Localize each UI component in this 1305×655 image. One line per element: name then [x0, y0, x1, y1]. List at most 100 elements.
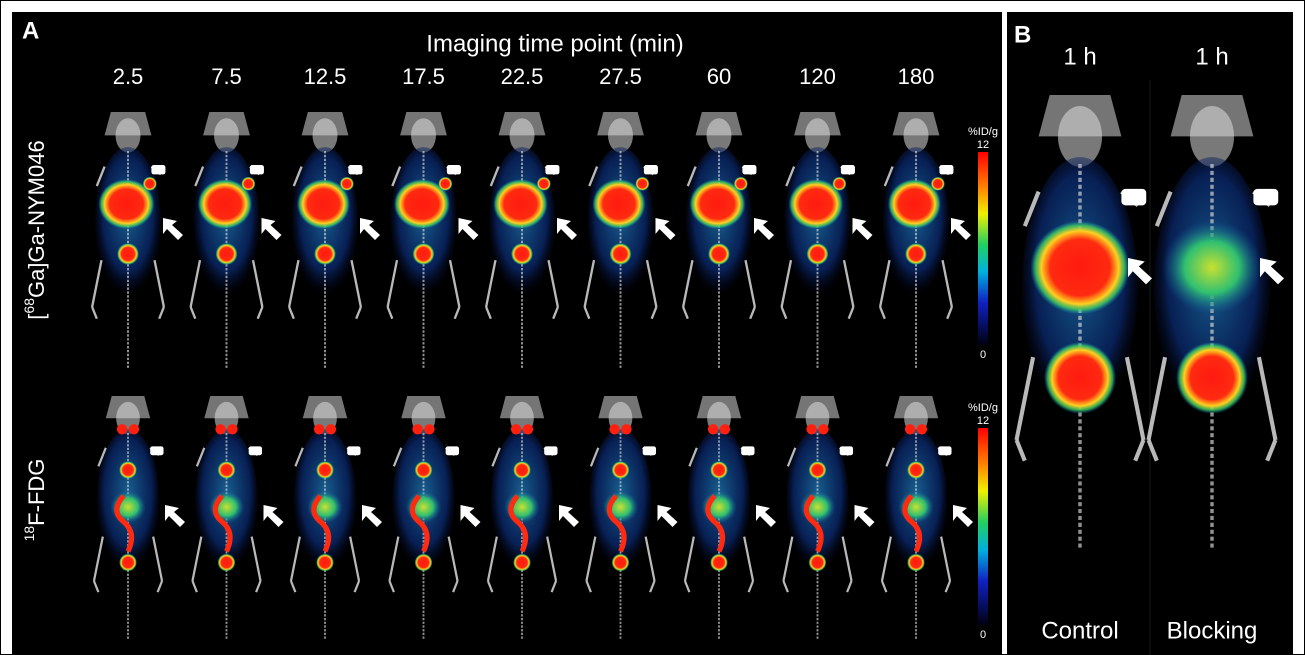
uptake — [609, 424, 619, 434]
panel-label: A — [22, 17, 39, 44]
uptake — [905, 424, 915, 434]
uptake — [412, 424, 422, 434]
uptake — [143, 177, 157, 191]
uptake — [710, 554, 728, 572]
uptake — [809, 461, 827, 479]
uptake — [119, 461, 137, 479]
panel-label: B — [1014, 21, 1031, 48]
uptake — [511, 243, 533, 265]
uptake — [809, 554, 827, 572]
uptake — [415, 461, 433, 479]
uptake — [635, 177, 649, 191]
marker — [250, 165, 264, 174]
time-point: 60 — [707, 64, 731, 89]
scale-max: 12 — [977, 139, 989, 151]
uptake — [907, 461, 925, 479]
row-label-part: F-FDG — [24, 459, 49, 526]
figure: A Imaging time point (min) B 2.57.512.51… — [0, 0, 1305, 655]
marker — [1253, 189, 1278, 206]
group-label: Blocking — [1167, 617, 1258, 644]
scale-unit: %ID/g — [968, 402, 998, 414]
marker — [742, 165, 756, 174]
uptake — [227, 424, 237, 434]
uptake — [129, 424, 139, 434]
marker — [150, 446, 163, 455]
uptake — [413, 243, 435, 265]
marker — [840, 446, 853, 455]
marker — [939, 165, 953, 174]
time-point: 12.5 — [304, 64, 347, 89]
uptake — [621, 424, 631, 434]
uptake — [511, 424, 521, 434]
uptake — [537, 177, 551, 191]
uptake — [513, 554, 531, 572]
group-label: Control — [1041, 617, 1118, 644]
uptake — [807, 243, 829, 265]
uptake — [513, 461, 531, 479]
uptake — [832, 177, 846, 191]
time-point: 22.5 — [501, 64, 544, 89]
scale-unit: %ID/g — [968, 126, 998, 138]
uptake — [818, 424, 828, 434]
uptake — [710, 461, 728, 479]
marker — [643, 446, 656, 455]
panel-title: Imaging time point (min) — [426, 30, 683, 57]
marker — [347, 446, 360, 455]
uptake — [218, 461, 236, 479]
time-label: 1 h — [1195, 43, 1228, 70]
scale-max: 12 — [977, 415, 989, 427]
time-label: 1 h — [1063, 43, 1096, 70]
uptake — [117, 424, 127, 434]
row-label-part: 68 — [21, 298, 37, 314]
marker — [447, 165, 461, 174]
color-bar — [978, 428, 988, 625]
uptake — [1030, 221, 1129, 315]
uptake — [708, 424, 718, 434]
uptake — [424, 424, 434, 434]
uptake — [316, 461, 334, 479]
uptake — [905, 243, 927, 265]
uptake — [314, 424, 324, 434]
time-point: 7.5 — [211, 64, 242, 89]
time-point: 27.5 — [599, 64, 642, 89]
uptake — [612, 554, 630, 572]
marker — [841, 165, 855, 174]
uptake — [438, 177, 452, 191]
row-label-part: Ga]Ga-NYM046 — [24, 140, 49, 298]
marker — [938, 446, 951, 455]
row-label-part: 18 — [21, 526, 37, 542]
uptake — [720, 424, 730, 434]
marker — [249, 446, 262, 455]
marker — [644, 165, 658, 174]
uptake — [806, 424, 816, 434]
marker — [348, 165, 362, 174]
uptake — [523, 424, 533, 434]
uptake — [1162, 221, 1261, 315]
marker — [544, 446, 557, 455]
uptake — [215, 424, 225, 434]
marker — [151, 165, 165, 174]
uptake — [612, 461, 630, 479]
scale-min: 0 — [980, 349, 986, 361]
marker — [1121, 189, 1146, 206]
uptake — [119, 554, 137, 572]
uptake — [610, 243, 632, 265]
uptake — [316, 554, 334, 572]
uptake — [907, 554, 925, 572]
uptake — [734, 177, 748, 191]
uptake — [314, 243, 336, 265]
marker — [446, 446, 459, 455]
uptake — [708, 243, 730, 265]
uptake — [1044, 342, 1116, 414]
row-label: [68Ga]Ga-NYM046 — [21, 140, 49, 319]
uptake — [917, 424, 927, 434]
time-point: 17.5 — [402, 64, 445, 89]
uptake — [216, 243, 238, 265]
uptake — [931, 177, 945, 191]
time-point: 180 — [898, 64, 935, 89]
uptake — [340, 177, 354, 191]
uptake — [1176, 342, 1248, 414]
uptake — [218, 554, 236, 572]
time-point: 120 — [799, 64, 836, 89]
uptake — [415, 554, 433, 572]
